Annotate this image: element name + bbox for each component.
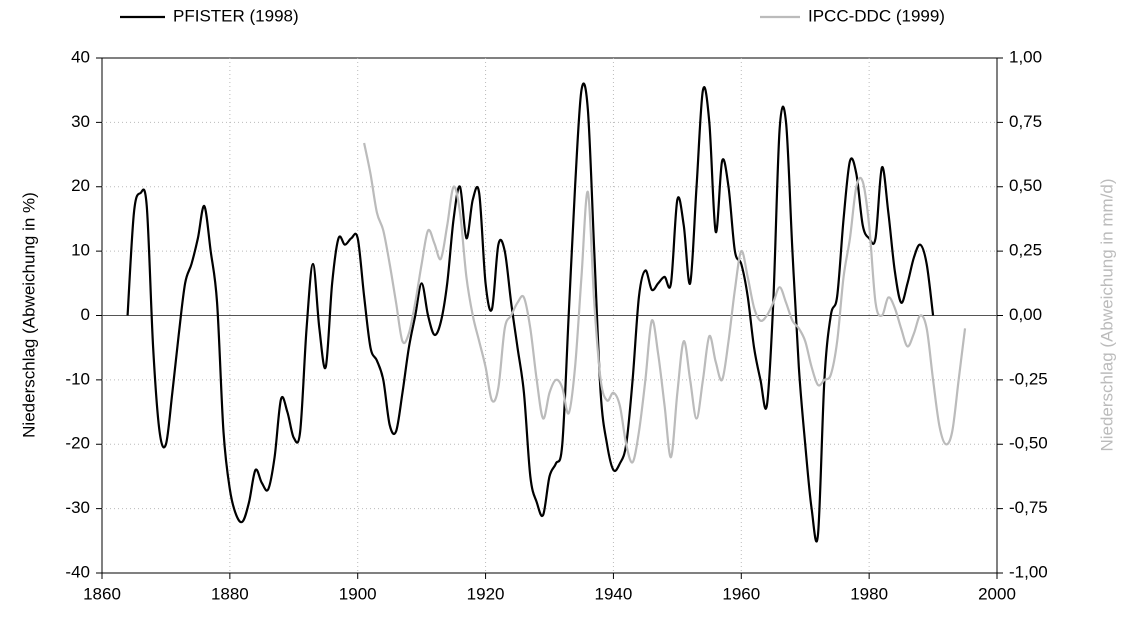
x-tick-label: 1960: [722, 584, 760, 603]
y-tick-label: -40: [65, 562, 90, 581]
y2-tick-label: -0,25: [1009, 369, 1048, 388]
y-axis-label: Niederschlag (Abweichung in %): [19, 192, 38, 438]
y2-tick-label: 0,25: [1009, 241, 1042, 260]
x-tick-label: 1920: [467, 584, 505, 603]
legend-label: IPCC-DDC (1999): [808, 6, 945, 25]
y-tick-label: 30: [71, 112, 90, 131]
y2-tick-label: 0,00: [1009, 305, 1042, 324]
y-tick-label: 20: [71, 176, 90, 195]
y-tick-label: -10: [65, 369, 90, 388]
y2-tick-label: -1,00: [1009, 562, 1048, 581]
y-tick-label: 40: [71, 47, 90, 66]
data-line: [363, 142, 967, 464]
y2-axis-label: Niederschlag (Abweichung in mm/d): [1097, 178, 1116, 451]
y2-tick-label: 1,00: [1009, 47, 1042, 66]
y2-tick-label: -0,75: [1009, 498, 1048, 517]
y-tick-label: 0: [81, 305, 90, 324]
x-tick-label: 2000: [978, 584, 1016, 603]
y2-tick-label: 0,75: [1009, 112, 1042, 131]
y-tick-label: -20: [65, 434, 90, 453]
y-tick-label: -30: [65, 498, 90, 517]
y2-tick-label: 0,50: [1009, 176, 1042, 195]
x-tick-label: 1980: [850, 584, 888, 603]
y2-tick-label: -0,50: [1009, 434, 1048, 453]
x-tick-label: 1880: [211, 584, 249, 603]
x-tick-label: 1860: [83, 584, 121, 603]
x-tick-label: 1900: [339, 584, 377, 603]
y-tick-label: 10: [71, 241, 90, 260]
x-tick-label: 1940: [595, 584, 633, 603]
data-line: [126, 82, 935, 543]
legend-label: PFISTER (1998): [173, 6, 299, 25]
